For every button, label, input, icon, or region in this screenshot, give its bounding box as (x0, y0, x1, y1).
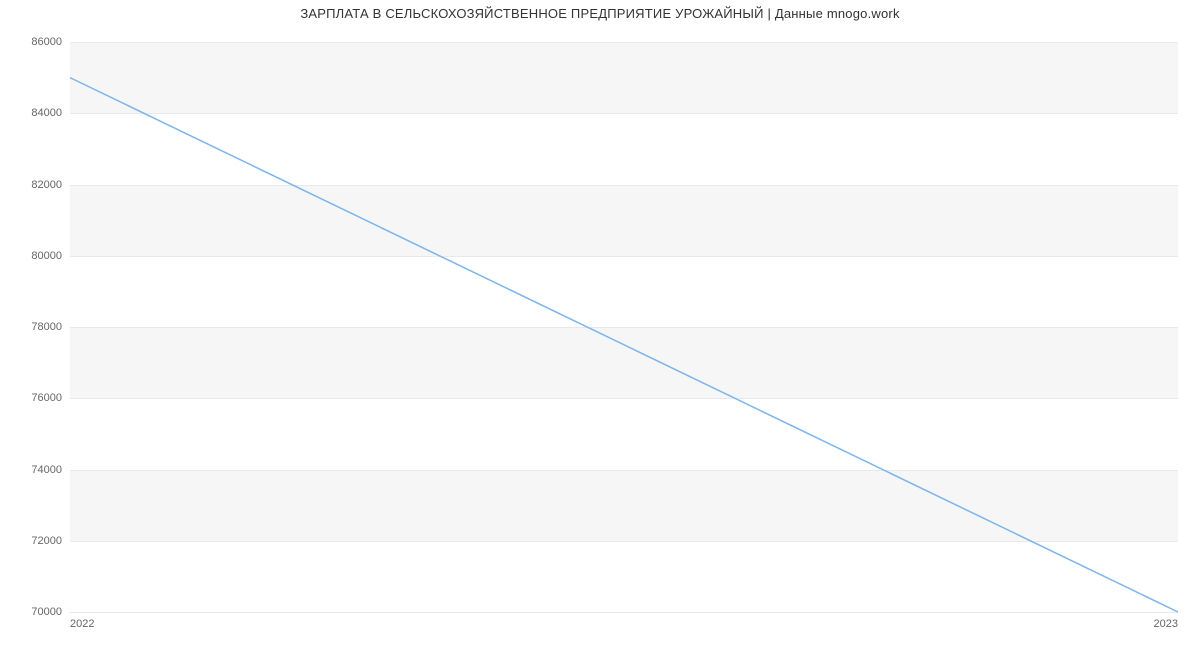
y-tick-label: 70000 (31, 606, 62, 618)
y-tick-label: 84000 (31, 107, 62, 119)
y-tick-label: 78000 (31, 321, 62, 333)
series-line (70, 78, 1178, 612)
chart-title: ЗАРПЛАТА В СЕЛЬСКОХОЗЯЙСТВЕННОЕ ПРЕДПРИЯ… (0, 6, 1200, 21)
y-tick-label: 80000 (31, 250, 62, 262)
y-tick-label: 86000 (31, 36, 62, 48)
x-tick-label: 2022 (70, 618, 94, 630)
y-gridline (70, 612, 1178, 613)
salary-line-chart: ЗАРПЛАТА В СЕЛЬСКОХОЗЯЙСТВЕННОЕ ПРЕДПРИЯ… (0, 0, 1200, 650)
y-tick-label: 82000 (31, 179, 62, 191)
y-tick-label: 72000 (31, 535, 62, 547)
y-tick-label: 74000 (31, 464, 62, 476)
line-layer (70, 42, 1178, 612)
x-tick-label: 2023 (1154, 618, 1178, 630)
y-tick-label: 76000 (31, 392, 62, 404)
plot-area: 7000072000740007600078000800008200084000… (70, 42, 1178, 612)
